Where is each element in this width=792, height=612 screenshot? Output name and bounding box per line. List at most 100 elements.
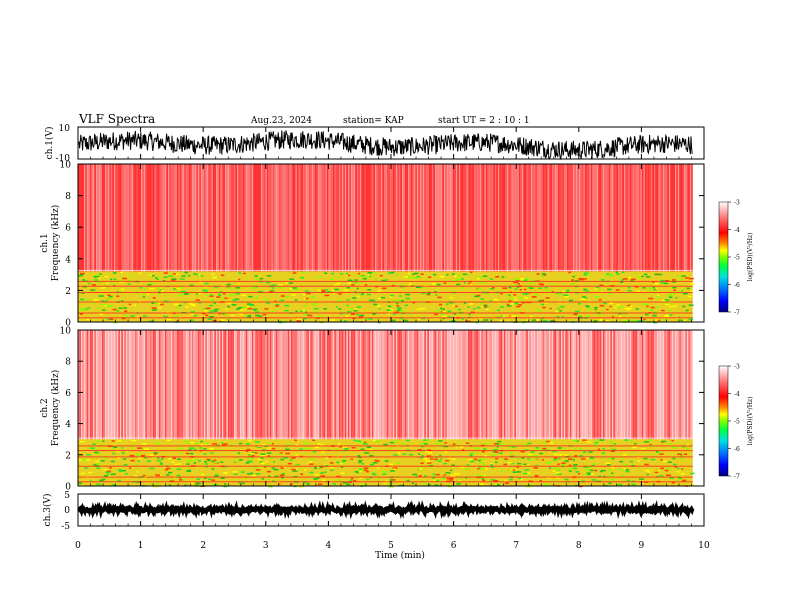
spectrogram-streak	[487, 330, 489, 440]
spectrogram-speckle	[366, 446, 372, 448]
spectrogram-streak	[501, 164, 503, 272]
spectrogram-speckle	[676, 471, 681, 473]
spectrogram-streak	[423, 164, 425, 272]
spectrogram-streak	[241, 330, 243, 440]
spectrogram-streak	[525, 330, 527, 440]
x-tick-label: 4	[326, 541, 332, 551]
spectrogram-streak	[283, 330, 285, 440]
spectrogram-streak	[121, 330, 123, 440]
spectrogram-streak	[280, 330, 282, 440]
spectrogram-streak	[444, 330, 446, 440]
spectrogram-streak	[564, 330, 566, 440]
spectrogram-streak	[105, 330, 107, 440]
spectrogram-speckle	[385, 480, 389, 482]
spectrogram-speckle	[546, 462, 551, 464]
spectrogram-streak	[613, 164, 615, 272]
spectrogram-speckle	[677, 453, 683, 456]
spectrogram-streak	[336, 164, 338, 272]
spectrogram-speckle	[399, 295, 402, 297]
spectrogram-speckle	[314, 446, 320, 449]
spectrogram-speckle	[448, 457, 451, 460]
spectrogram-speckle	[213, 310, 218, 312]
spectrogram-speckle	[396, 302, 399, 305]
spectrogram-streak	[657, 330, 659, 440]
spectrogram-speckle	[563, 447, 566, 450]
spectrogram-streak	[306, 164, 308, 272]
spectrogram-streak	[508, 164, 510, 272]
x-tick-label: 7	[513, 541, 519, 551]
spectrogram-streak	[601, 164, 603, 272]
spectrogram-streak	[562, 164, 564, 272]
spectrogram-speckle	[688, 318, 692, 321]
spectrogram-speckle	[424, 443, 428, 445]
spectrogram-streak	[366, 164, 368, 272]
spectrogram-speckle	[682, 479, 687, 482]
spectrogram-speckle	[460, 466, 465, 468]
spectrogram-streak	[543, 330, 545, 440]
spectrogram-speckle	[404, 304, 408, 307]
ch1-colorbar-tick-label: -4	[734, 227, 740, 234]
spectrogram-speckle	[519, 289, 522, 291]
spectrogram-speckle	[304, 290, 310, 292]
spectrogram-streak	[159, 164, 161, 272]
spectrogram-streak	[399, 164, 401, 272]
spectrogram-streak	[570, 330, 572, 440]
spectrogram-speckle	[247, 456, 252, 459]
spectrogram-speckle	[479, 281, 485, 284]
spectrogram-speckle	[411, 482, 415, 485]
spectrogram-streak	[550, 164, 552, 272]
spectrogram-streak	[279, 164, 281, 272]
spectrogram-streak	[198, 330, 200, 440]
spectrogram-speckle	[535, 447, 540, 449]
spectrogram-streak	[192, 164, 194, 272]
spectrogram-streak	[688, 330, 690, 440]
spectrogram-streak	[115, 164, 117, 272]
spectrogram-streak	[354, 164, 356, 272]
spectrogram-streak	[508, 330, 510, 440]
spectrogram-streak	[390, 330, 392, 440]
spectrogram-streak	[649, 164, 651, 272]
spectrogram-speckle	[401, 443, 406, 445]
spectrogram-speckle	[456, 483, 461, 485]
spectrogram-speckle	[643, 303, 649, 305]
spectrogram-streak	[531, 164, 533, 272]
spectrogram-speckle	[349, 307, 353, 310]
spectrogram-speckle	[304, 469, 307, 471]
spectrogram-streak	[201, 330, 203, 440]
spectrogram-streak	[453, 330, 455, 440]
spectrogram-streak	[388, 164, 390, 272]
spectrogram-streak	[112, 330, 114, 440]
spectrogram-speckle	[631, 483, 636, 486]
spectrogram-speckle	[153, 485, 159, 488]
spectrogram-streak	[471, 164, 473, 272]
spectrogram-speckle	[590, 473, 594, 475]
spectrogram-speckle	[496, 309, 500, 312]
spectrogram-speckle	[525, 278, 531, 280]
spectrogram-streak	[142, 330, 144, 440]
spectrogram-speckle	[457, 308, 461, 311]
ch1-colorbar: -3-4-5-6-7 log(PSD)(V²/Hz)	[718, 200, 754, 317]
spectrogram-speckle	[440, 313, 445, 315]
spectrogram-speckle	[672, 457, 676, 460]
spectrogram-speckle	[521, 301, 526, 304]
spectrogram-streak	[430, 164, 432, 272]
spectrogram-streak	[460, 164, 462, 272]
spectrogram-speckle	[509, 478, 513, 481]
spectrogram-speckle	[623, 278, 628, 280]
spectrogram-speckle	[130, 459, 135, 462]
spectrogram-speckle	[204, 442, 208, 445]
spectrogram-speckle	[448, 486, 451, 488]
spectrogram-speckle	[483, 319, 489, 321]
spectrogram-speckle	[320, 475, 326, 477]
spectrogram-speckle	[257, 315, 263, 317]
spectrogram-streak	[202, 330, 204, 440]
spectrogram-streak	[154, 164, 156, 272]
spectrogram-speckle	[359, 441, 364, 444]
ch1-ytick-top: 10	[59, 124, 71, 134]
spectrogram-speckle	[144, 448, 149, 450]
spectrogram-speckle	[484, 306, 489, 309]
spectrogram-streak	[366, 330, 368, 440]
spectrogram-streak	[192, 330, 194, 440]
spectrogram-speckle	[474, 295, 480, 298]
spectrogram-speckle	[353, 480, 357, 482]
